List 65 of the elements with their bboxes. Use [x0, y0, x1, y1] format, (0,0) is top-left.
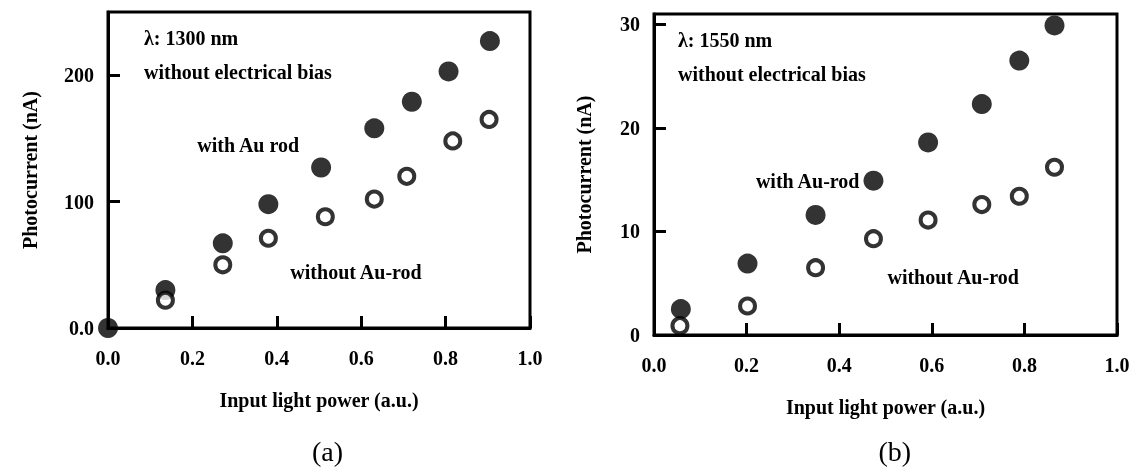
annotation: λ: 1550 nm	[678, 29, 773, 51]
x-tick-label: 0.8	[433, 347, 459, 369]
point	[213, 255, 233, 275]
x-tick-label: 0.0	[95, 347, 121, 369]
y-tick-label: 200	[64, 64, 94, 87]
x-tick-label: 0.4	[826, 354, 852, 376]
y-tick-label: 0	[630, 324, 640, 346]
point	[311, 157, 332, 178]
point	[971, 94, 992, 115]
series-label: without Au-rod	[290, 261, 422, 284]
x-tick-label: 0.2	[179, 347, 205, 369]
x-tick-label: 0.6	[919, 354, 945, 376]
point	[670, 299, 691, 320]
series-label: with Au-rod	[755, 169, 860, 192]
y-axis-title: Photocurrent (nA)	[19, 91, 42, 249]
x-tick-label: 0.6	[348, 347, 374, 369]
point	[972, 195, 992, 215]
annotation: without electrical bias	[678, 63, 866, 85]
point	[443, 131, 463, 151]
point	[401, 91, 422, 112]
text: (b)	[878, 435, 912, 467]
point	[863, 170, 884, 191]
point	[479, 109, 499, 129]
point	[258, 194, 279, 215]
annotation: without electrical bias	[144, 61, 332, 83]
point	[1009, 186, 1029, 206]
x-tick-label: 1.0	[517, 347, 543, 369]
x-tick-label: 0.0	[641, 354, 667, 376]
x-tick-label: 0.4	[264, 347, 290, 369]
x-tick-label: 1.0	[1104, 354, 1130, 376]
point	[738, 296, 758, 316]
series-label: without Au-rod	[887, 265, 1019, 288]
point	[737, 253, 758, 274]
y-axis-title: Photocurrent (nA)	[573, 95, 596, 254]
x-axis-title: Input light power (a.u.)	[219, 389, 419, 412]
point	[863, 229, 883, 249]
series-label: with Au rod	[197, 134, 300, 157]
y-tick-label: 10	[620, 220, 640, 243]
y-tick-label: 0.0	[69, 317, 94, 339]
point	[98, 318, 118, 338]
point	[918, 210, 938, 230]
text: (a)	[312, 435, 344, 467]
point	[155, 290, 175, 310]
y-tick-label: 100	[64, 190, 94, 213]
point	[805, 204, 826, 225]
point	[806, 258, 826, 278]
point	[315, 207, 335, 227]
point	[670, 316, 690, 336]
x-axis-title: Input light power (a.u.)	[785, 396, 986, 419]
point	[397, 166, 417, 186]
point	[212, 233, 233, 254]
point	[438, 61, 459, 82]
x-tick-label: 0.2	[734, 354, 760, 376]
annotation: λ: 1300 nm	[144, 27, 239, 49]
point	[1009, 50, 1030, 71]
point	[479, 31, 500, 52]
point	[918, 132, 939, 153]
point	[1045, 157, 1064, 177]
point	[364, 118, 385, 139]
point	[364, 189, 384, 209]
y-tick-label: 30	[620, 13, 640, 36]
x-tick-label: 0.8	[1011, 354, 1037, 376]
point	[1044, 15, 1065, 36]
point	[258, 228, 278, 248]
y-tick-label: 20	[620, 116, 640, 139]
